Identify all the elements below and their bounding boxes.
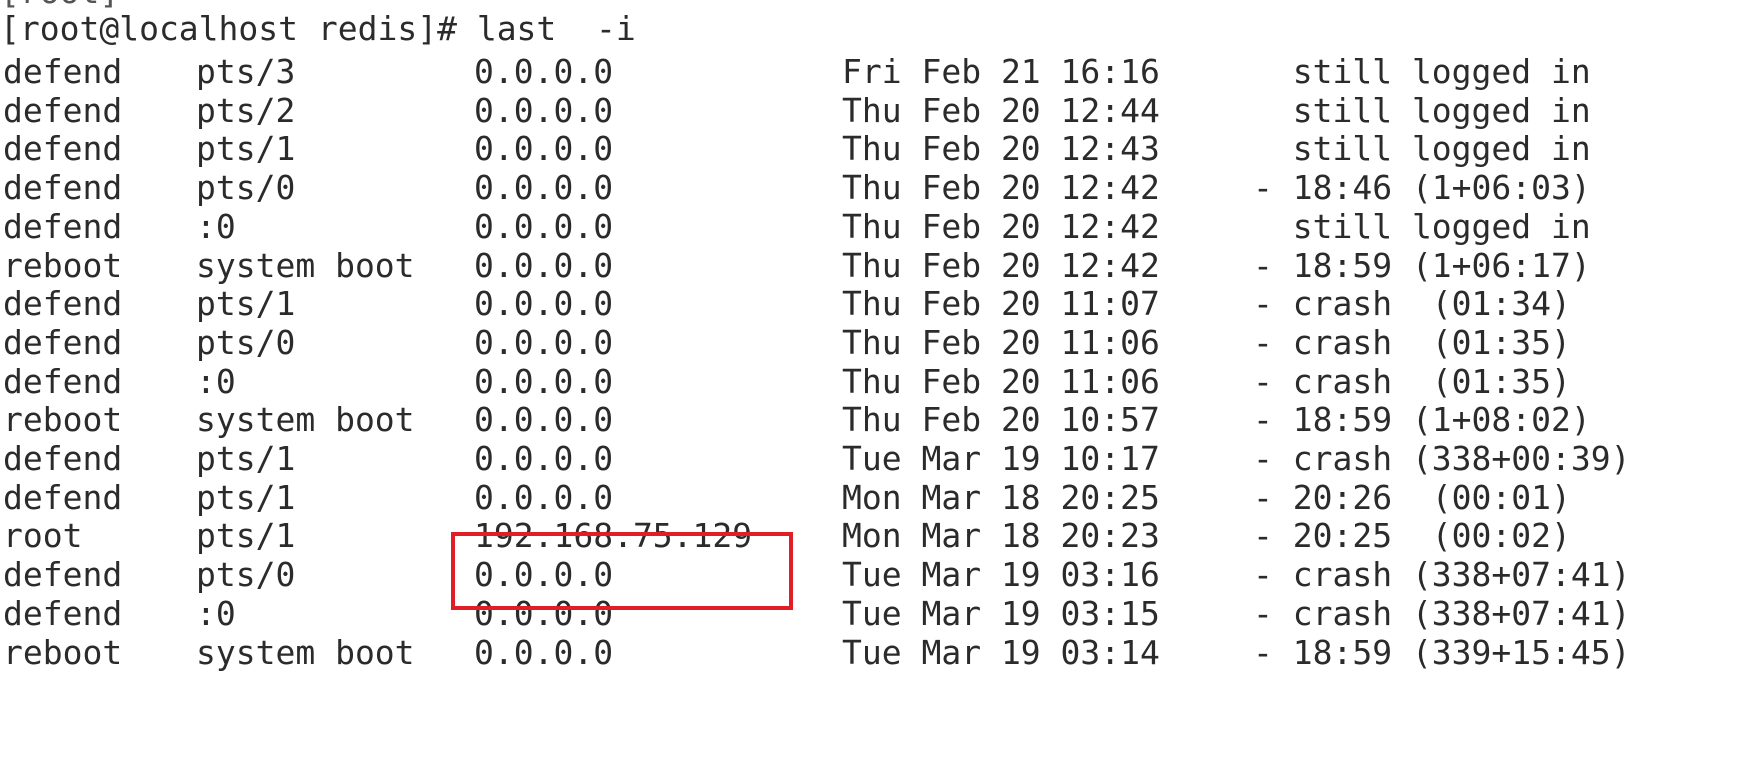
login-tty: system boot xyxy=(196,400,415,440)
login-status: - 18:59 (1+06:17) xyxy=(1253,245,1591,285)
login-record-row: defend :0 0.0.0.0 Thu Feb 20 11:06 - crash (… xyxy=(0,360,1749,403)
login-date: Tue Mar 19 10:17 xyxy=(842,439,1160,478)
login-ip: 0.0.0.0 xyxy=(474,361,614,401)
login-ip: 0.0.0.0 xyxy=(474,322,614,362)
login-ip: 0.0.0.0 xyxy=(474,593,614,633)
login-ip: 0.0.0.0 xyxy=(474,400,614,440)
login-tty: :0 xyxy=(196,206,236,246)
login-date: Mon Mar 18 20:23 xyxy=(842,516,1160,556)
login-status: still logged in xyxy=(1253,90,1591,130)
login-status: - crash (01:35) xyxy=(1253,361,1571,401)
login-record-row: defend pts/2 0.0.0.0 Thu Feb 20 12:44 still… xyxy=(0,89,1749,132)
login-tty: pts/1 xyxy=(196,284,296,324)
login-ip: 0.0.0.0 xyxy=(474,206,614,246)
login-record-row: defend pts/3 0.0.0.0 Fri Feb 21 16:16 still… xyxy=(0,50,1749,93)
login-status: - 18:59 (339+15:45) xyxy=(1253,632,1631,672)
login-record-row: defend :0 0.0.0.0 Tue Mar 19 03:15 - crash (… xyxy=(0,592,1749,635)
login-status: - 18:46 (1+06:03) xyxy=(1253,168,1591,208)
login-ip: 0.0.0.0 xyxy=(474,245,614,285)
login-tty: pts/0 xyxy=(196,322,296,362)
login-record-row: defend pts/1 0.0.0.0 Thu Feb 20 11:07 - cras… xyxy=(0,282,1749,325)
login-record-row: defend pts/0 0.0.0.0 Tue Mar 19 03:16 - cras… xyxy=(0,553,1749,596)
login-date: Thu Feb 20 11:06 xyxy=(842,322,1160,362)
login-status: - 20:26 (00:01) xyxy=(1253,477,1571,517)
login-user: defend xyxy=(3,52,123,91)
login-tty: pts/0 xyxy=(196,168,296,208)
login-date: Thu Feb 20 11:07 xyxy=(842,284,1160,324)
login-user: defend xyxy=(3,477,123,517)
login-date: Thu Feb 20 10:57 xyxy=(842,400,1160,440)
login-record-row: defend pts/1 0.0.0.0 Mon Mar 18 20:25 - 20:2… xyxy=(0,476,1749,519)
login-record-row: defend pts/0 0.0.0.0 Thu Feb 20 11:06 - cras… xyxy=(0,321,1749,364)
login-date: Thu Feb 20 11:06 xyxy=(842,361,1160,401)
login-tty: pts/1 xyxy=(196,516,296,556)
login-status: - crash (338+07:41) xyxy=(1253,555,1631,595)
ip-highlight-box xyxy=(451,532,793,610)
login-tty: pts/1 xyxy=(196,477,296,517)
command-prompt: [root@localhost redis]# last -i xyxy=(0,9,636,48)
login-record-row: defend pts/1 0.0.0.0 Thu Feb 20 12:43 still… xyxy=(0,127,1749,170)
login-tty: :0 xyxy=(196,361,236,401)
login-date: Fri Feb 21 16:16 xyxy=(842,52,1160,91)
login-date: Mon Mar 18 20:25 xyxy=(842,477,1160,517)
login-user: reboot xyxy=(3,245,123,285)
login-user: defend xyxy=(3,90,123,130)
login-date: Thu Feb 20 12:42 xyxy=(842,206,1160,246)
partial-previous-line: [root] xyxy=(0,0,119,13)
login-user: defend xyxy=(3,284,123,324)
login-user: root xyxy=(3,516,83,556)
login-user: defend xyxy=(3,555,123,595)
login-date: Thu Feb 20 12:42 xyxy=(842,168,1160,208)
login-ip: 0.0.0.0 xyxy=(474,632,614,672)
login-record-row: defend pts/0 0.0.0.0 Thu Feb 20 12:42 - 18:4… xyxy=(0,166,1749,209)
login-user: defend xyxy=(3,439,123,478)
login-ip: 0.0.0.0 xyxy=(474,555,614,595)
login-date: Thu Feb 20 12:44 xyxy=(842,90,1160,130)
login-record-row: defend :0 0.0.0.0 Thu Feb 20 12:42 still lo… xyxy=(0,205,1749,248)
login-status: - 18:59 (1+08:02) xyxy=(1253,400,1591,440)
login-tty: pts/2 xyxy=(196,90,296,130)
login-tty: pts/1 xyxy=(196,129,296,169)
login-user: defend xyxy=(3,322,123,362)
login-status: - crash (338+00:39) xyxy=(1253,439,1631,478)
login-user: defend xyxy=(3,593,123,633)
login-record-row: defend pts/1 0.0.0.0 Tue Mar 19 10:17 - cras… xyxy=(0,437,1749,480)
login-date: Tue Mar 19 03:14 xyxy=(842,632,1160,672)
login-user: defend xyxy=(3,206,123,246)
login-user: reboot xyxy=(3,400,123,440)
login-date: Thu Feb 20 12:42 xyxy=(842,245,1160,285)
login-user: defend xyxy=(3,129,123,169)
login-status: still logged in xyxy=(1253,52,1591,91)
login-ip: 0.0.0.0 xyxy=(474,90,614,130)
login-status: - crash (338+07:41) xyxy=(1253,593,1631,633)
login-tty: :0 xyxy=(196,593,236,633)
login-status: - crash (01:35) xyxy=(1253,322,1571,362)
login-date: Tue Mar 19 03:16 xyxy=(842,555,1160,595)
login-status: - crash (01:34) xyxy=(1253,284,1571,324)
login-ip: 0.0.0.0 xyxy=(474,168,614,208)
login-tty: pts/3 xyxy=(196,52,296,91)
login-user: defend xyxy=(3,168,123,208)
login-ip: 0.0.0.0 xyxy=(474,477,614,517)
login-record-row: reboot system boot 0.0.0.0 Thu Feb 20 12:42… xyxy=(0,244,1749,287)
login-status: still logged in xyxy=(1253,129,1591,169)
login-tty: pts/1 xyxy=(196,439,296,478)
login-ip: 0.0.0.0 xyxy=(474,439,614,478)
login-record-row: root pts/1 192.168.75.129 Mon Mar 18 20:23-… xyxy=(0,514,1749,557)
login-date: Tue Mar 19 03:15 xyxy=(842,593,1160,633)
login-date: Thu Feb 20 12:43 xyxy=(842,129,1160,169)
login-record-row: reboot system boot 0.0.0.0 Tue Mar 19 03:14… xyxy=(0,631,1749,674)
login-ip: 0.0.0.0 xyxy=(474,129,614,169)
login-user: defend xyxy=(3,361,123,401)
login-user: reboot xyxy=(3,632,123,672)
login-ip: 0.0.0.0 xyxy=(474,284,614,324)
login-tty: system boot xyxy=(196,632,415,672)
login-record-row: reboot system boot 0.0.0.0 Thu Feb 20 10:57… xyxy=(0,398,1749,441)
login-status: - 20:25 (00:02) xyxy=(1253,516,1571,556)
login-status: still logged in xyxy=(1253,206,1591,246)
login-ip: 0.0.0.0 xyxy=(474,52,614,91)
login-tty: pts/0 xyxy=(196,555,296,595)
login-tty: system boot xyxy=(196,245,415,285)
